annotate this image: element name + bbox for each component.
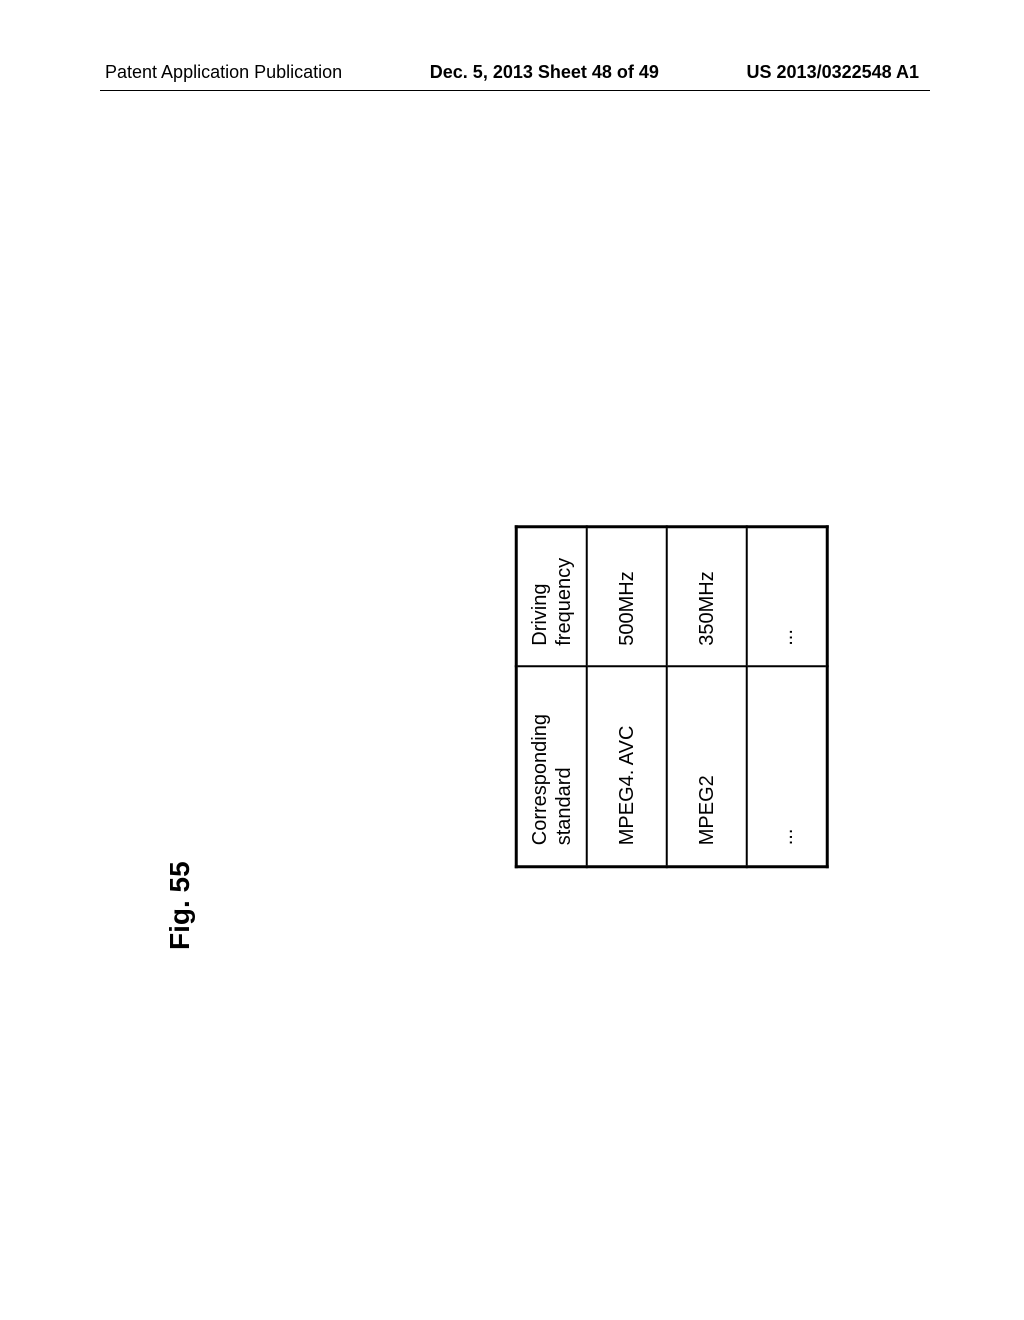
table-row: MPEG4. AVC 500MHz <box>587 527 667 867</box>
table-row: MPEG2 350MHz <box>667 527 747 867</box>
cell-frequency: 350MHz <box>667 527 747 667</box>
page-header: Patent Application Publication Dec. 5, 2… <box>0 62 1024 83</box>
cell-standard: MPEG4. AVC <box>587 667 667 867</box>
frequency-table: Corresponding standard Driving frequency… <box>515 525 829 868</box>
header-left-text: Patent Application Publication <box>105 62 342 83</box>
table-header-row: Corresponding standard Driving frequency <box>516 527 587 867</box>
header-center-text: Dec. 5, 2013 Sheet 48 of 49 <box>430 62 659 83</box>
column-header-frequency: Driving frequency <box>516 527 587 667</box>
frequency-table-container: Corresponding standard Driving frequency… <box>515 525 829 868</box>
cell-frequency: ... <box>747 527 827 667</box>
cell-standard: MPEG2 <box>667 667 747 867</box>
cell-standard: ... <box>747 667 827 867</box>
header-right-text: US 2013/0322548 A1 <box>747 62 919 83</box>
header-underline <box>100 90 930 91</box>
table-row: ... ... <box>747 527 827 867</box>
cell-frequency: 500MHz <box>587 527 667 667</box>
figure-label: Fig. 55 <box>164 861 196 950</box>
column-header-standard: Corresponding standard <box>516 667 587 867</box>
